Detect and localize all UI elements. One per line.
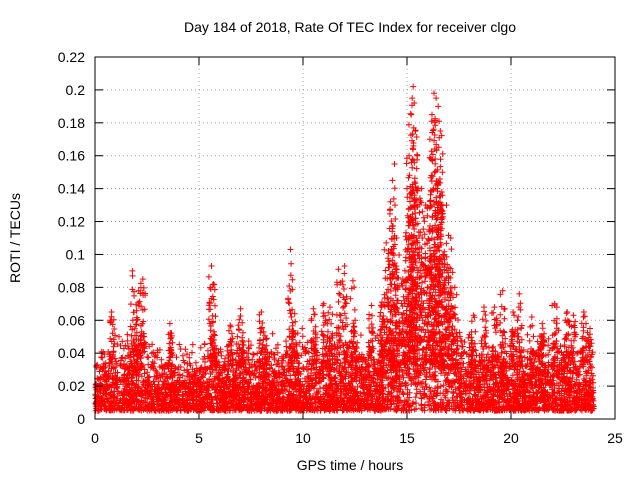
x-tick-label: 25 xyxy=(607,430,623,446)
y-tick-label: 0.2 xyxy=(66,82,86,98)
data-points xyxy=(92,83,597,414)
x-tick-label: 0 xyxy=(91,430,99,446)
x-tick-label: 5 xyxy=(195,430,203,446)
x-tick-label: 10 xyxy=(295,430,311,446)
y-tick-label: 0.1 xyxy=(66,246,86,262)
plot-frame xyxy=(94,56,616,420)
x-tick-label: 20 xyxy=(503,430,519,446)
y-tick-label: 0.04 xyxy=(58,345,85,361)
chart-title: Day 184 of 2018, Rate Of TEC Index for r… xyxy=(184,19,516,35)
x-tick-label: 15 xyxy=(399,430,415,446)
y-axis-label: ROTI / TECUs xyxy=(7,193,23,283)
axis-ticks xyxy=(94,56,616,420)
y-tick-label: 0 xyxy=(77,411,85,427)
y-tick-label: 0.22 xyxy=(58,49,85,65)
x-axis-label: GPS time / hours xyxy=(297,457,404,473)
y-tick-label: 0.18 xyxy=(58,115,85,131)
y-tick-label: 0.08 xyxy=(58,279,85,295)
y-tick-label: 0.12 xyxy=(58,214,85,230)
y-tick-label: 0.14 xyxy=(58,181,85,197)
y-tick-label: 0.06 xyxy=(58,312,85,328)
tick-labels: 0 0.02 0.04 0.06 0.08 0.1 0.12 0.14 0.16 0.18 0.2 0… xyxy=(58,49,623,446)
y-tick-label: 0.02 xyxy=(58,378,85,394)
y-tick-label: 0.16 xyxy=(58,148,85,164)
roti-point-markers xyxy=(92,83,597,414)
